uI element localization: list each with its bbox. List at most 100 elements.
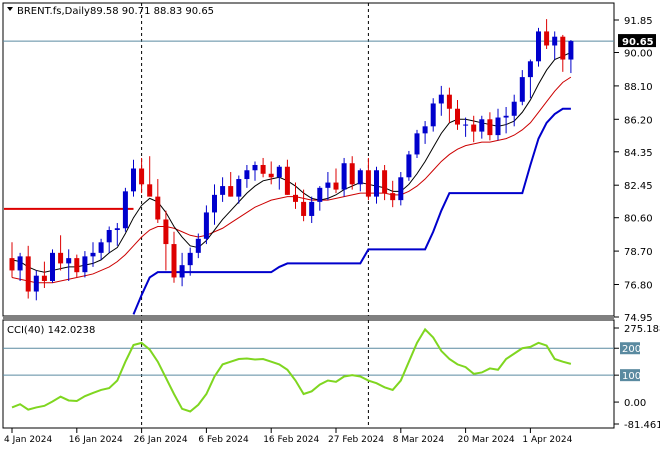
time-axis-label: 8 Mar 2024 <box>393 435 445 445</box>
time-axis-label: 20 Mar 2024 <box>458 435 515 445</box>
candle-body <box>446 94 452 109</box>
symbol-label: BRENT.fs,Daily <box>17 6 90 17</box>
time-axis-label: 16 Jan 2024 <box>69 435 123 445</box>
price-axis-label: 88.10 <box>624 82 653 93</box>
candle-body <box>503 115 509 118</box>
time-axis-label: 27 Feb 2024 <box>328 435 384 445</box>
collapse-triangle-icon[interactable] <box>7 7 13 11</box>
price-axis-label: 76.80 <box>624 280 653 291</box>
slow-moving-average-line <box>11 76 572 284</box>
candle-body <box>333 182 339 190</box>
price-axis-label: 86.20 <box>624 115 653 126</box>
candle-body <box>365 170 371 197</box>
last-price-box <box>618 34 656 48</box>
time-axis-label: 6 Feb 2024 <box>198 435 249 445</box>
candle-body <box>438 94 444 104</box>
candle-body <box>50 252 55 281</box>
candle-body <box>495 117 501 136</box>
cci-axis: 275.1884 200 100 0.00 -81.4618 <box>614 324 660 431</box>
candle-body <box>171 244 177 278</box>
candle-body <box>236 179 242 197</box>
candle-body <box>155 196 161 220</box>
candle-body <box>260 164 266 174</box>
candle-body <box>268 173 274 178</box>
candle-body <box>33 275 39 292</box>
candle-body <box>114 228 120 231</box>
candle-body <box>90 252 96 257</box>
candle-body <box>17 256 23 271</box>
candle-body <box>187 252 193 266</box>
candle-body <box>430 103 436 127</box>
ohlc-readout: 89.58 90.71 88.83 90.65 <box>90 6 214 17</box>
candle-body <box>228 186 234 197</box>
candle-body <box>414 133 420 155</box>
price-axis-label: 80.60 <box>624 214 653 225</box>
candle-body <box>252 164 258 171</box>
candle-body <box>106 230 112 243</box>
cci-level-box <box>620 342 640 355</box>
price-axis-label: 91.85 <box>624 16 653 27</box>
candle-body <box>519 77 525 102</box>
fast-moving-average-line <box>11 52 572 273</box>
candle-body <box>301 201 307 216</box>
candle-body <box>471 124 477 132</box>
price-axis-label: 90.00 <box>624 49 653 60</box>
candle-body <box>552 36 558 46</box>
candle-body <box>131 168 136 192</box>
candle-body <box>349 163 355 185</box>
price-axis-label: 84.35 <box>624 148 653 159</box>
cci-level-box <box>620 369 640 382</box>
cci-axis-label: 275.1884 <box>624 324 660 335</box>
cci-line <box>11 327 572 413</box>
cci-label: CCI(40) 142.0238 <box>7 325 95 336</box>
candle-body <box>455 108 460 125</box>
candle-body <box>284 166 290 195</box>
candle-body <box>122 191 128 229</box>
candle-body <box>98 242 104 253</box>
candle-body <box>41 275 47 281</box>
cci-panel-frame <box>2 319 615 429</box>
cci-level-lines <box>3 347 614 376</box>
cci-axis-label: 200 <box>622 344 641 355</box>
support-stop-line <box>132 107 571 315</box>
candle-body <box>341 163 347 190</box>
candle-body <box>325 182 331 188</box>
candle-body <box>422 126 428 134</box>
candle-body <box>66 258 72 264</box>
price-panel: BRENT.fs,Daily 89.58 90.71 88.83 90.65 9… <box>2 2 656 324</box>
candle-body <box>544 31 550 46</box>
candle-body <box>487 119 493 136</box>
candle-body <box>58 252 64 264</box>
cci-vertical-separators <box>141 320 369 428</box>
candle-body <box>276 166 282 178</box>
candle-body <box>382 170 388 194</box>
time-axis-label: 1 Apr 2024 <box>522 435 572 445</box>
time-axis: 4 Jan 2024 16 Jan 2024 26 Jan 2024 6 Feb 20… <box>4 428 573 445</box>
candle-body <box>511 101 517 116</box>
candle-body <box>309 201 315 216</box>
candle-body <box>398 177 404 201</box>
candle-body <box>163 219 169 245</box>
candle-body <box>25 256 31 292</box>
candle-body <box>212 194 217 213</box>
candle-body <box>220 186 226 195</box>
candle-body <box>74 258 80 273</box>
candle-body <box>568 41 574 60</box>
time-axis-label: 4 Jan 2024 <box>4 435 52 445</box>
candle-body <box>390 193 396 201</box>
cci-axis-label: -81.4618 <box>624 420 660 431</box>
price-axis-label: 82.45 <box>624 181 653 192</box>
candle-body <box>527 61 533 78</box>
candle-body <box>479 119 485 132</box>
candle-body <box>147 184 153 197</box>
candle-body <box>560 36 566 60</box>
candle-body <box>9 258 15 271</box>
price-panel-frame <box>2 2 615 317</box>
time-axis-label: 26 Jan 2024 <box>134 435 188 445</box>
candle-body <box>357 170 363 185</box>
candle-body <box>139 168 145 185</box>
candle-body <box>179 265 185 278</box>
candle-body <box>195 238 201 253</box>
